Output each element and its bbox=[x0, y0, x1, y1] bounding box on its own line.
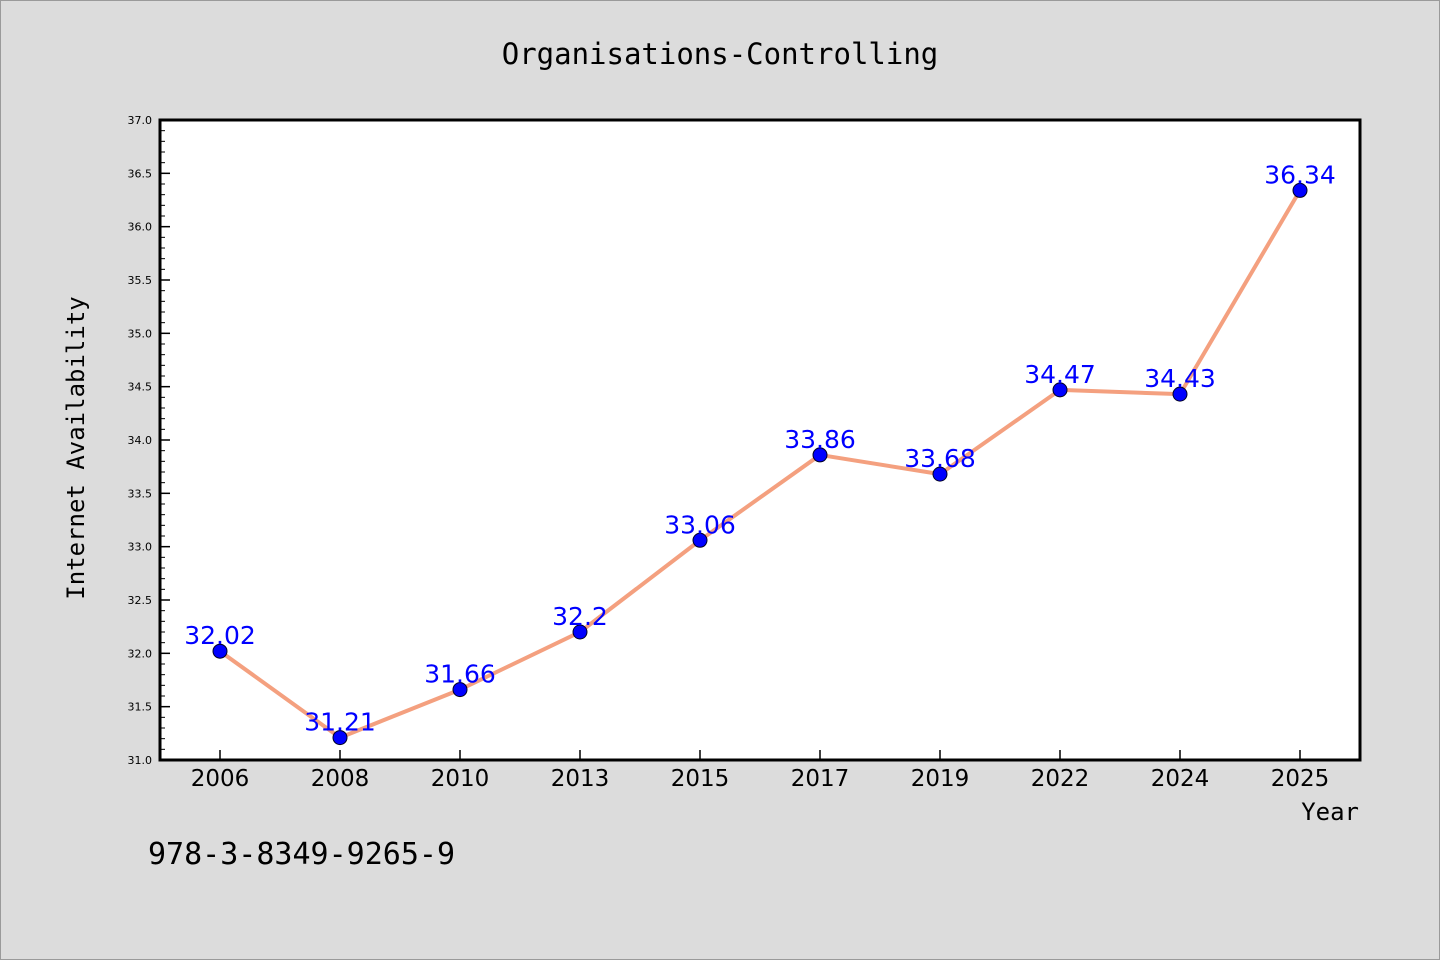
y-tick-label: 31.5 bbox=[128, 701, 153, 714]
data-label: 31.66 bbox=[424, 660, 496, 689]
data-point bbox=[932, 466, 948, 482]
chart-title: Organisations-Controlling bbox=[502, 37, 939, 71]
series-line bbox=[218, 189, 1302, 740]
x-tick-label: 2024 bbox=[1151, 766, 1210, 792]
data-point bbox=[332, 730, 348, 746]
data-point bbox=[812, 447, 828, 463]
y-tick-label: 33.0 bbox=[128, 541, 153, 554]
data-label: 34.43 bbox=[1144, 364, 1216, 393]
x-axis-ticks: 2006 2008 2010 2013 2015 2017 2019 2022 2024 2025 bbox=[191, 750, 1330, 792]
x-axis-label: Year bbox=[1301, 798, 1359, 826]
x-tick-label: 2019 bbox=[911, 766, 970, 792]
x-tick-label: 2017 bbox=[791, 766, 850, 792]
data-label: 36.34 bbox=[1264, 160, 1336, 189]
data-point bbox=[692, 532, 708, 548]
x-tick-label: 2013 bbox=[551, 766, 610, 792]
y-tick-label: 36.5 bbox=[128, 167, 153, 180]
data-point bbox=[572, 624, 588, 640]
x-tick-label: 2008 bbox=[311, 766, 370, 792]
data-point bbox=[452, 682, 468, 698]
data-label: 32.2 bbox=[552, 602, 608, 631]
y-axis-label: Internet Availability bbox=[62, 296, 90, 599]
data-label: 33.68 bbox=[904, 444, 976, 473]
y-tick-label: 33.5 bbox=[128, 487, 153, 500]
data-point bbox=[212, 643, 228, 659]
plot-border bbox=[158, 118, 1362, 762]
data-label: 34.47 bbox=[1024, 360, 1096, 389]
x-tick-label: 2025 bbox=[1271, 766, 1330, 792]
y-tick-label: 35.5 bbox=[128, 274, 153, 287]
x-tick-label: 2006 bbox=[191, 766, 250, 792]
data-label: 33.86 bbox=[784, 425, 856, 454]
y-tick-label: 32.5 bbox=[128, 594, 153, 607]
y-tick-label: 34.0 bbox=[128, 434, 153, 447]
y-tick-label: 31.0 bbox=[128, 754, 153, 767]
plot-area bbox=[160, 120, 1360, 760]
data-label: 31.21 bbox=[304, 708, 376, 737]
y-tick-label: 36.0 bbox=[128, 221, 153, 234]
isbn-footer: 978-3-8349-9265-9 bbox=[148, 837, 455, 872]
x-tick-label: 2010 bbox=[431, 766, 490, 792]
y-tick-label: 37.0 bbox=[128, 114, 153, 127]
x-tick-label: 2022 bbox=[1031, 766, 1090, 792]
y-axis-ticks: 31.0 31.5 32.0 32.5 33.0 33.5 34.0 34.5 35.0 35.5… bbox=[128, 114, 170, 767]
y-tick-label: 35.0 bbox=[128, 327, 153, 340]
data-labels: 32.02 31.21 31.66 32.2 33.06 33.86 33.68 34.47 3… bbox=[184, 160, 1336, 736]
data-point bbox=[1052, 382, 1068, 398]
data-point bbox=[1292, 182, 1308, 198]
y-tick-label: 32.0 bbox=[128, 647, 153, 660]
data-label: 32.02 bbox=[184, 621, 256, 650]
data-point bbox=[1172, 386, 1188, 402]
data-label: 33.06 bbox=[664, 510, 736, 539]
x-tick-label: 2015 bbox=[671, 766, 730, 792]
y-tick-label: 34.5 bbox=[128, 381, 153, 394]
data-markers bbox=[212, 182, 1308, 746]
